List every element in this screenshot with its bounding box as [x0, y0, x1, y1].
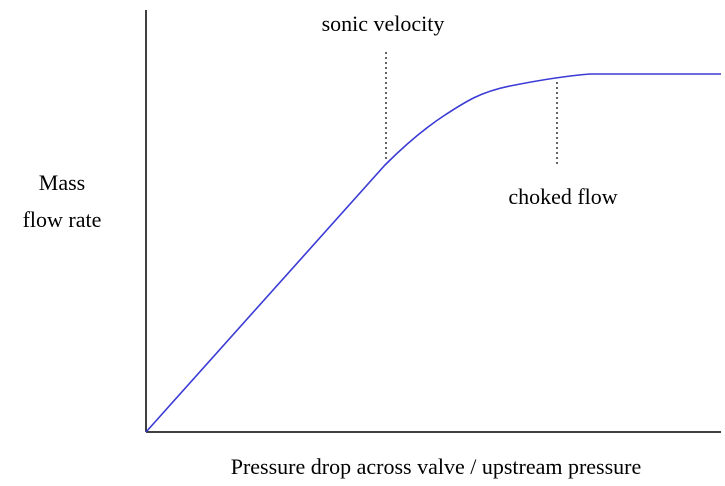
choked-label: choked flow: [508, 184, 617, 209]
flow-curve: [145, 73, 721, 433]
y-axis-label: Mass: [39, 170, 85, 195]
x-axis-label: Pressure drop across valve / upstream pr…: [231, 454, 642, 479]
y-axis-label: flow rate: [23, 207, 102, 232]
sonic-label: sonic velocity: [322, 11, 445, 36]
